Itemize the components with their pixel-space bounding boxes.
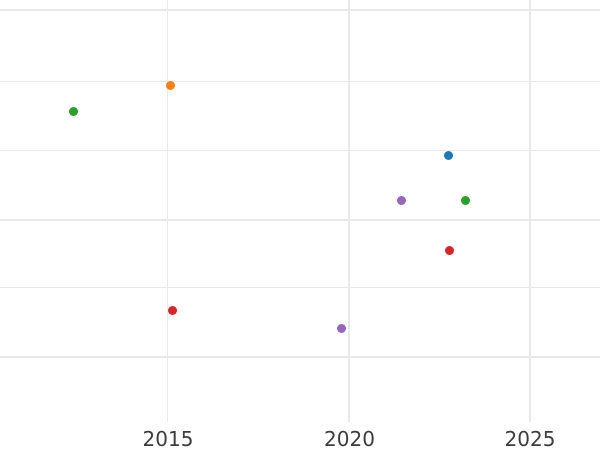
h-gridline [0, 286, 600, 289]
scatter-point-green [460, 195, 470, 205]
v-gridline [166, 0, 169, 422]
scatter-point-purple [336, 323, 346, 333]
scatter-point-orange [165, 80, 175, 90]
h-gridline [0, 219, 600, 221]
scatter-point-purple [396, 195, 406, 205]
scatter-point-red [167, 305, 177, 315]
scatter-point-blue [443, 150, 453, 160]
v-gridline [529, 0, 531, 422]
x-tick-label-2015: 2015 [142, 427, 194, 450]
x-tick-label-2020: 2020 [324, 427, 375, 450]
v-gridline [348, 0, 350, 422]
h-gridline [0, 80, 600, 83]
h-gridline [0, 356, 600, 358]
scatter-point-green [68, 106, 78, 116]
h-gridline [0, 149, 600, 152]
x-tick-label-2025: 2025 [504, 427, 556, 450]
scatter-point-red [444, 245, 454, 255]
h-gridline [0, 9, 600, 11]
